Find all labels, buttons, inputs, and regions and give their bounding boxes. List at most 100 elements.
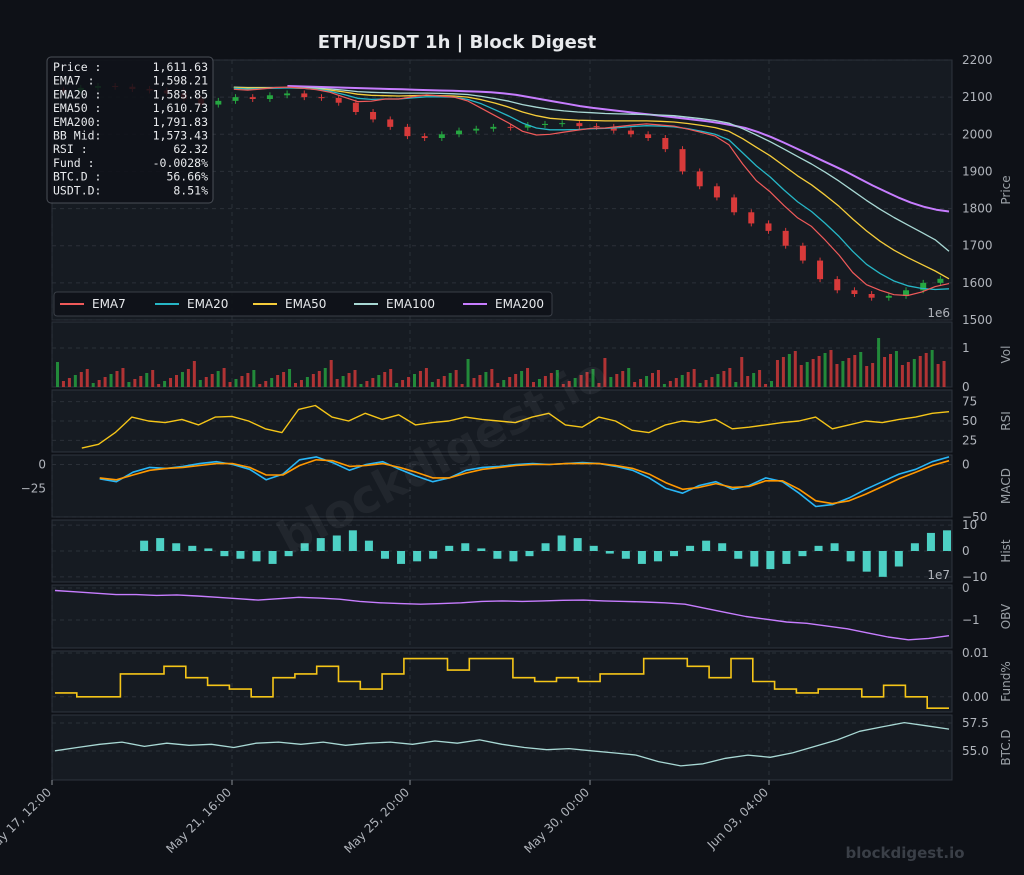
hist-bar (910, 543, 919, 551)
ytick-label-hist-0: 10 (962, 518, 977, 532)
volume-bar (579, 375, 583, 387)
volume-bar (401, 380, 405, 387)
hist-bar (429, 551, 438, 559)
info-label: RSI : (53, 142, 88, 156)
ytick-label-price-4: 1800 (962, 202, 993, 216)
ytick-label-obv-0: 0 (962, 581, 970, 595)
volume-bar (383, 372, 387, 387)
candle-body (765, 223, 772, 231)
hist-bar (493, 551, 502, 559)
volume-bar (460, 384, 464, 387)
candle-body (593, 126, 600, 128)
legend-entry: EMA20 (187, 297, 228, 311)
volume-bar (157, 384, 161, 387)
ema7-line (233, 86, 950, 297)
hist-bar (766, 551, 775, 570)
candle-body (834, 279, 841, 291)
ylabel-vol: Vol (999, 346, 1013, 364)
volume-bar (662, 384, 666, 387)
rsi-line (81, 404, 950, 449)
volume-bar (734, 382, 738, 387)
volume-bar (222, 368, 226, 387)
volume-bar (645, 376, 649, 387)
hist-bar (541, 543, 550, 551)
volume-bar (109, 374, 113, 387)
hist-bar (140, 540, 149, 551)
ema200-line (287, 85, 950, 213)
volume-bar (430, 382, 434, 387)
volume-bar (627, 368, 631, 387)
candle-body (817, 260, 824, 280)
volume-bar (139, 376, 143, 387)
volume-bar (924, 353, 928, 387)
info-label: EMA200: (53, 115, 101, 129)
volume-bar (311, 374, 315, 387)
volume-bar (490, 369, 494, 387)
info-value: 8.51% (173, 183, 208, 197)
volume-bar (371, 378, 375, 387)
volume-bar (240, 376, 244, 387)
hist-bar (814, 545, 823, 551)
info-label: Price : (53, 60, 101, 74)
volume-bar (359, 384, 363, 387)
volume-bar (299, 380, 303, 387)
ylabel-obv: OBV (999, 603, 1013, 629)
volume-bar (752, 373, 756, 387)
volume-bar (633, 382, 637, 387)
info-value: 1,610.73 (153, 101, 208, 115)
ylabel-fund: Fund% (999, 661, 1013, 701)
volume-bar (478, 375, 482, 387)
hist-bar (943, 530, 951, 551)
volume-bar (728, 368, 732, 387)
hist-bar (750, 551, 759, 567)
hist-bar (156, 538, 165, 551)
ylabel-rsi: RSI (999, 411, 1013, 431)
volume-bar (436, 379, 440, 387)
hist-bar (252, 551, 261, 562)
chart-title: ETH/USDT 1h | Block Digest (318, 32, 597, 53)
info-box: Price : 1,611.63 EMA7 : 1,598.21 EMA20 : 1,58… (46, 56, 214, 204)
volume-bar (573, 378, 577, 387)
hist-bar (348, 530, 357, 551)
volume-bar (561, 384, 565, 387)
volume-bar (264, 381, 268, 387)
volume-bar (680, 375, 684, 387)
info-value: 1,573.43 (153, 129, 208, 143)
info-value: 1,611.63 (153, 60, 208, 74)
volume-bar (686, 372, 690, 387)
volume-bar (115, 371, 119, 387)
volume-bar (698, 383, 702, 387)
volume-bar (639, 379, 643, 387)
hist-bar (172, 543, 181, 551)
volume-bar (282, 372, 286, 387)
volume-bar (942, 361, 946, 387)
btc-dominance-line (54, 721, 950, 767)
info-value: 56.66% (166, 170, 208, 184)
volume-bar (288, 369, 292, 387)
ytick-label-price-6: 1600 (962, 276, 993, 290)
candle-body (645, 134, 652, 138)
volume-bar (883, 357, 887, 387)
left-tick-label-macd-0: 0 (38, 458, 46, 472)
hist-bar (332, 535, 341, 551)
candle-body (868, 294, 875, 298)
volume-bar (413, 374, 416, 387)
volume-bar (234, 379, 238, 387)
hist-bar (284, 551, 293, 557)
candle-body (318, 97, 325, 99)
offset-label-hist: 1e7 (927, 568, 950, 582)
candle-body (748, 212, 755, 224)
candle-body (559, 123, 566, 125)
ytick-label-macd-1: −50 (962, 510, 987, 524)
hist-bar (589, 545, 598, 551)
ytick-label-hist-1: 0 (962, 544, 970, 558)
info-label: EMA7 : (53, 74, 95, 88)
info-label: USDT.D: (53, 183, 101, 197)
candle-body (301, 93, 308, 98)
hist-bar (445, 545, 454, 551)
hist-bar (718, 543, 727, 551)
volume-bar (228, 382, 232, 387)
volume-bar (811, 359, 815, 387)
volume-bar (198, 380, 202, 387)
volume-bar (323, 368, 327, 387)
